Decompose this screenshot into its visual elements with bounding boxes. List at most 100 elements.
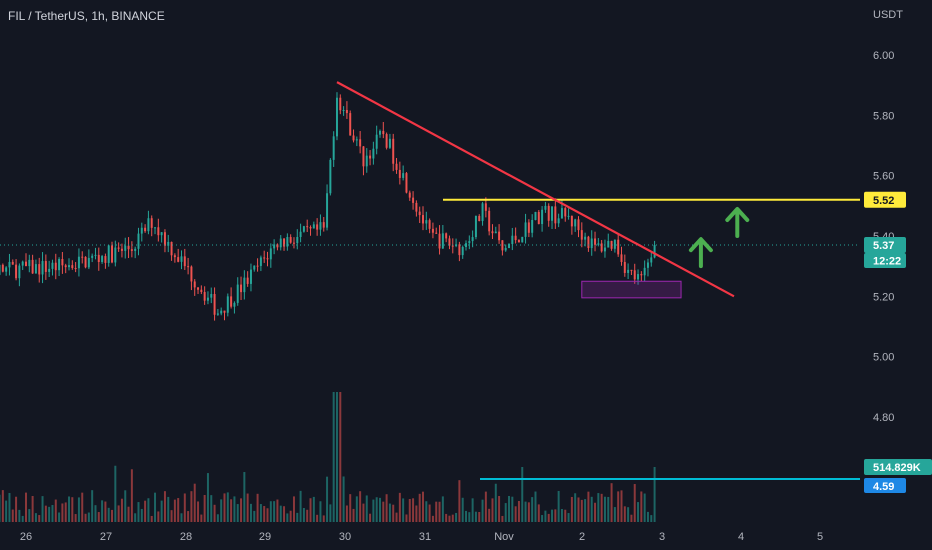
volume-bar bbox=[25, 492, 27, 522]
volume-bar bbox=[640, 491, 643, 522]
candle-body bbox=[180, 256, 183, 262]
volume-bar bbox=[517, 500, 520, 522]
candle-body bbox=[58, 258, 61, 271]
volume-bar bbox=[603, 496, 606, 522]
volume-bar bbox=[101, 500, 104, 522]
candle-body bbox=[319, 222, 322, 230]
volume-bar bbox=[494, 483, 497, 522]
volume-bar bbox=[273, 501, 276, 522]
x-tick-label: 28 bbox=[180, 531, 192, 543]
candle-body bbox=[25, 261, 27, 267]
candle-body bbox=[412, 197, 415, 203]
volume-bar bbox=[91, 490, 94, 522]
volume-bar bbox=[249, 503, 252, 522]
volume-bar bbox=[448, 515, 451, 522]
volume-bar bbox=[246, 493, 249, 522]
volume-bar bbox=[190, 491, 193, 522]
candle-body bbox=[236, 284, 239, 303]
candle-body bbox=[213, 294, 216, 315]
volume-bar bbox=[524, 501, 527, 522]
volume-bar bbox=[187, 511, 190, 522]
volume-ma-tag: 4.59 bbox=[873, 481, 894, 493]
candle-body bbox=[322, 222, 325, 228]
volume-bar bbox=[269, 501, 272, 522]
candle-body bbox=[51, 262, 54, 269]
volume-bar bbox=[395, 512, 398, 522]
x-tick-label: 4 bbox=[738, 531, 744, 543]
volume-bar bbox=[302, 507, 305, 522]
volume-bar bbox=[230, 499, 233, 522]
volume-bar bbox=[51, 505, 54, 522]
y-tick-label: 5.80 bbox=[873, 110, 894, 122]
up-arrow-icon bbox=[725, 207, 750, 238]
y-tick-label: 5.60 bbox=[873, 171, 894, 183]
candle-body bbox=[590, 238, 593, 249]
volume-bar bbox=[332, 392, 335, 522]
candle-body bbox=[461, 246, 464, 256]
candle-body bbox=[372, 148, 375, 159]
candle-body bbox=[61, 258, 64, 266]
candle-body bbox=[173, 255, 176, 258]
volume-bar bbox=[554, 509, 557, 522]
x-tick-label: 5 bbox=[817, 531, 823, 543]
volume-bar bbox=[345, 505, 348, 522]
up-arrow-icon bbox=[688, 237, 713, 269]
candle-body bbox=[554, 206, 557, 224]
candle-body bbox=[613, 239, 616, 249]
volume-bar bbox=[137, 502, 140, 522]
volume-bar bbox=[68, 496, 71, 522]
candle-body bbox=[309, 227, 312, 229]
candle-body bbox=[279, 238, 282, 248]
candle-body bbox=[405, 173, 408, 193]
volume-bar bbox=[557, 490, 560, 522]
candle-body bbox=[230, 296, 233, 307]
volume-value-tag-bg bbox=[864, 459, 932, 475]
candle-body bbox=[140, 227, 143, 234]
candle-body bbox=[206, 297, 209, 301]
volume-bar bbox=[501, 515, 504, 522]
volume-bar bbox=[534, 491, 537, 522]
volume-bar bbox=[653, 467, 656, 522]
candle-body bbox=[620, 254, 623, 262]
x-tick-label: 31 bbox=[419, 531, 431, 543]
candle-body bbox=[587, 236, 590, 249]
volume-bar bbox=[94, 505, 97, 522]
candle-body bbox=[577, 219, 580, 231]
volume-bar bbox=[378, 497, 381, 522]
candle-body bbox=[326, 193, 329, 228]
candle-body bbox=[193, 281, 196, 288]
volume-bar bbox=[385, 494, 388, 522]
last-price-tag: 5.37 bbox=[873, 240, 894, 252]
candle-body bbox=[600, 243, 603, 252]
volume-bar bbox=[114, 465, 117, 522]
volume-bar bbox=[34, 513, 37, 522]
candle-body bbox=[170, 241, 173, 256]
candle-body bbox=[478, 215, 481, 222]
volume-bar bbox=[74, 514, 77, 522]
candle-body bbox=[544, 205, 547, 210]
volume-bar bbox=[44, 505, 47, 522]
volume-bar bbox=[170, 510, 173, 522]
candle-body bbox=[385, 134, 388, 148]
volume-bar bbox=[359, 491, 362, 522]
candle-body bbox=[177, 257, 180, 262]
candle-body bbox=[154, 227, 157, 229]
candle-body bbox=[491, 231, 494, 234]
volume-bar bbox=[276, 499, 279, 522]
candle-body bbox=[355, 139, 358, 141]
y-tick-label: 4.80 bbox=[873, 412, 894, 424]
candle-body bbox=[243, 277, 246, 293]
volume-bar bbox=[465, 510, 468, 522]
candle-body bbox=[124, 245, 127, 251]
candle-body bbox=[273, 244, 276, 249]
candle-body bbox=[345, 110, 348, 114]
candle-body bbox=[0, 264, 1, 275]
candle-body bbox=[574, 219, 577, 227]
volume-bar bbox=[541, 515, 544, 522]
candle-body bbox=[220, 310, 223, 314]
volume-bar bbox=[134, 513, 137, 522]
volume-bar bbox=[81, 492, 84, 522]
volume-bar bbox=[296, 512, 299, 522]
volume-bar bbox=[1, 490, 4, 522]
